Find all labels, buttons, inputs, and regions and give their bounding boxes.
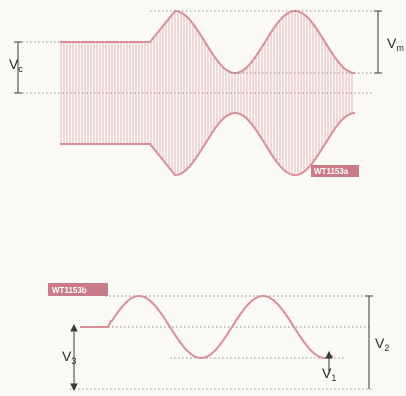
v3-label: V3 — [62, 348, 76, 366]
vm-marker — [374, 10, 382, 74]
v1-label: V1 — [322, 365, 336, 383]
envelope-lower — [60, 112, 355, 176]
figure-b: WT1153b V3 V2 — [48, 283, 389, 392]
v3-marker — [70, 323, 78, 392]
figure-b-tag-bg — [48, 283, 108, 296]
v2-label: V2 — [375, 335, 389, 353]
figure-a: Vc Vm WT1153a — [9, 10, 404, 177]
modulating-wave — [80, 295, 334, 359]
figure-b-tag: WT1153b — [52, 286, 87, 295]
envelope-upper — [60, 10, 355, 74]
vm-label: Vm — [387, 35, 404, 53]
figure-a-tag-bg — [311, 165, 359, 177]
v1-marker — [325, 350, 333, 372]
figure-a-tag: WT1153a — [314, 167, 349, 176]
v2-marker — [365, 295, 373, 389]
vc-label: Vc — [9, 56, 23, 74]
vc-marker — [14, 41, 22, 94]
